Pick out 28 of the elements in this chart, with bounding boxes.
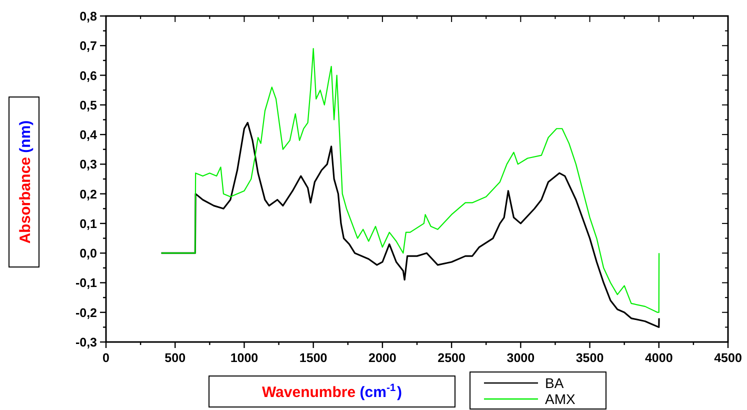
line-series [160, 48, 660, 313]
x-tick-label: 3000 [506, 351, 535, 365]
x-tick-label: 2500 [438, 351, 466, 365]
x-tick-label: 0 [102, 351, 110, 365]
legend-label: AMX [545, 391, 576, 407]
line-series [160, 122, 660, 328]
x-axis-title: Wavenumbre (cm$^{-1}$) [262, 382, 402, 401]
legend-label: BA [545, 375, 564, 391]
y-tick-label: 0,8 [80, 10, 98, 24]
x-tick-label: 4500 [714, 351, 742, 365]
y-tick-label: 0,2 [80, 187, 98, 202]
x-tick-label: 4000 [644, 351, 673, 365]
x-tick-label: 2000 [368, 351, 396, 365]
y-tick-label: 0,5 [80, 98, 98, 112]
y-tick-label: 0,3 [80, 158, 98, 172]
y-tick-label: -0,2 [75, 306, 98, 320]
x-tick-label: 1000 [230, 351, 258, 365]
y-tick-label: 0,1 [80, 216, 98, 231]
x-tick-label: 3500 [576, 351, 604, 365]
y-tick-label: -0,1 [75, 276, 98, 290]
y-tick-label: 0,4 [80, 128, 98, 142]
y-tick-label: -0,3 [75, 336, 98, 350]
y-tick-label: 0,0 [80, 246, 98, 261]
y-axis-title: Absorbance (nm) [17, 120, 34, 244]
y-tick-label: 0,7 [80, 39, 98, 54]
x-tick-label: 500 [164, 351, 186, 365]
x-tick-label: 1500 [299, 351, 328, 365]
y-tick-label: 0,6 [80, 68, 98, 83]
